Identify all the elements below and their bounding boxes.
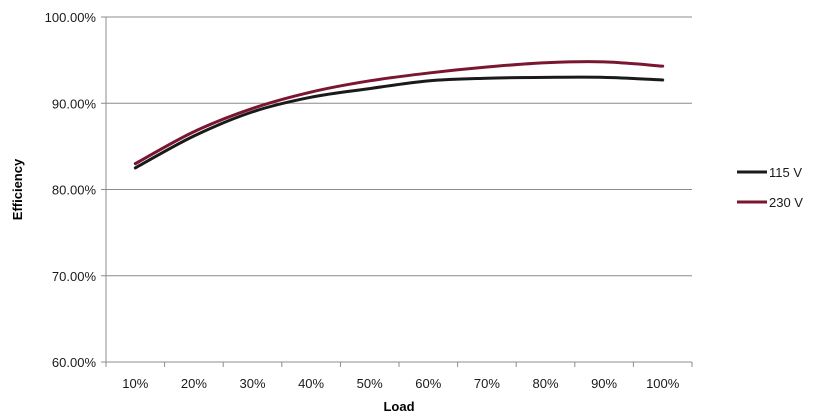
x-tick-label: 20% [181,376,207,391]
legend-item: 230 V [737,195,803,210]
x-tick-label: 40% [298,376,324,391]
x-tick-labels: 10% 20% 30% 40% 50% 60% 70% 80% 90% 100% [122,376,679,391]
y-tick-label: 80.00% [52,183,97,198]
series-line-1 [133,75,665,170]
y-axis-title: Efficiency [10,158,25,220]
y-tick-label: 90.00% [52,96,97,111]
x-tick-label: 30% [239,376,265,391]
x-tick-label: 60% [415,376,441,391]
y-tick-labels: 60.00% 70.00% 80.00% 90.00% 100.00% [45,10,97,370]
x-tick-marks [105,362,693,367]
x-tick-label: 10% [122,376,148,391]
legend-label: 230 V [769,195,803,210]
x-tick-label: 70% [474,376,500,391]
x-tick-label: 80% [532,376,558,391]
y-tick-label: 60.00% [52,355,97,370]
x-tick-label: 50% [357,376,383,391]
series-line-2 [133,60,665,166]
legend: 115 V 230 V [737,165,803,210]
legend-label: 115 V [769,165,802,180]
y-tick-label: 70.00% [52,269,97,284]
legend-item: 115 V [737,165,802,180]
series-lines [133,60,665,170]
gridlines [101,16,692,363]
x-axis-title: Load [383,399,414,414]
y-tick-label: 100.00% [45,10,97,25]
x-tick-label: 100% [646,376,680,391]
x-tick-label: 90% [591,376,617,391]
